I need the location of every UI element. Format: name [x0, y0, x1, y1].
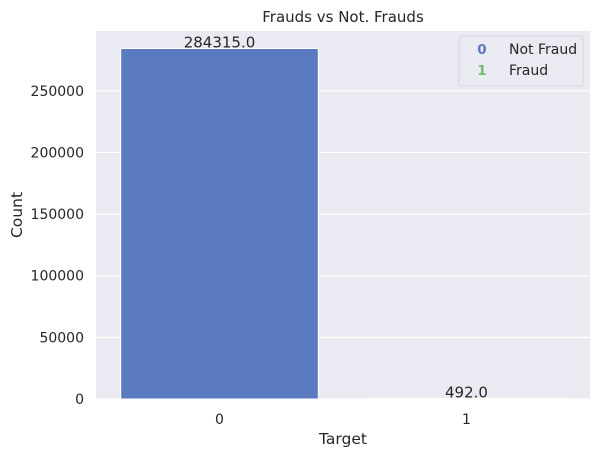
y-tick-label: 0: [75, 392, 84, 408]
legend-marker: 0: [477, 42, 486, 58]
legend-marker: 1: [477, 63, 486, 79]
y-tick-label: 100000: [31, 269, 84, 285]
bars: [120, 48, 566, 400]
x-axis-label: Target: [318, 430, 367, 448]
x-tick-label: 1: [462, 412, 471, 428]
legend-label: Not Fraud: [509, 42, 577, 58]
chart-title: Frauds vs Not. Frauds: [262, 8, 424, 26]
data-label-0: 284315.0: [184, 34, 256, 52]
bar-1: [367, 397, 566, 400]
bar-0: [120, 48, 319, 400]
y-tick-label: 200000: [31, 145, 84, 161]
y-axis-label: Count: [8, 192, 26, 238]
x-tick-label: 0: [215, 412, 224, 428]
y-axis-ticks: 0 50000 100000 150000 200000 250000: [31, 84, 84, 408]
data-labels: 284315.0 492.0: [184, 34, 488, 402]
y-tick-label: 150000: [31, 207, 84, 223]
data-label-1: 492.0: [445, 383, 488, 401]
y-tick-label: 50000: [39, 330, 84, 346]
y-tick-label: 250000: [31, 84, 84, 100]
legend-label: Fraud: [509, 63, 548, 79]
legend-box: [458, 35, 584, 87]
legend: 0 Not Fraud 1 Fraud: [458, 35, 584, 87]
